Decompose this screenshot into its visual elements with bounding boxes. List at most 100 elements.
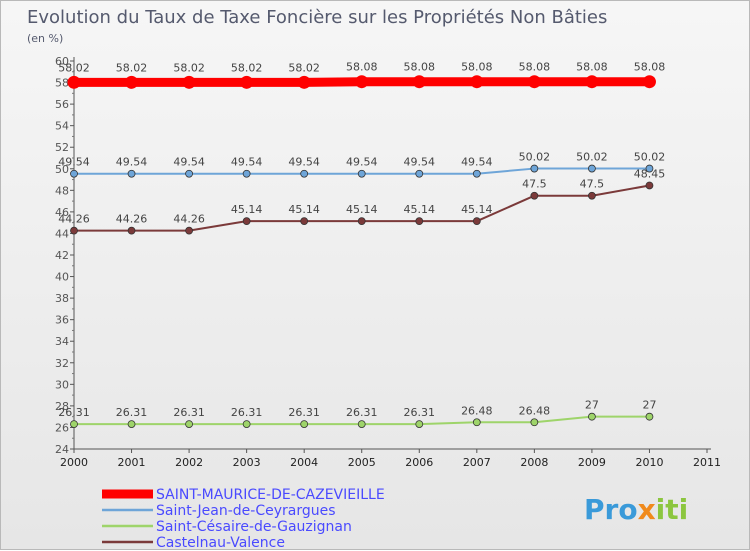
data-point [242,169,251,178]
data-point [415,169,424,178]
data-point [300,420,309,429]
y-tick-label: 58 [55,77,69,90]
data-label: 58.02 [116,61,148,74]
data-point [357,420,366,429]
x-tick-label: 2005 [348,456,376,469]
data-label: 26.48 [461,404,493,417]
data-label: 49.54 [461,156,493,169]
y-tick-label: 40 [55,271,69,284]
data-point [182,75,196,89]
data-label: 47.5 [522,178,547,191]
x-tick-label: 2006 [405,456,433,469]
data-point [530,191,539,200]
data-label: 44.26 [58,213,90,226]
series-layer: 58.02 58.02 58.02 58.02 58.02 58.08 58.08 58.08… [58,61,666,429]
data-point [185,226,193,235]
chart-subtitle: (en %) [27,32,63,45]
data-label: 50.02 [519,151,551,164]
x-tick-label: 2002 [175,456,203,469]
data-point [70,226,78,235]
data-point [127,226,136,235]
data-label: 49.54 [173,156,205,169]
legend: SAINT-MAURICE-DE-CAZEVIEILLESaint-Jean-d… [102,487,385,551]
x-tick-label: 2000 [60,456,88,469]
y-tick-label: 60 [55,55,69,68]
data-point [127,169,136,178]
x-tick-label: 2003 [233,456,261,469]
data-label: 49.54 [231,156,263,169]
legend-label: SAINT-MAURICE-DE-CAZEVIEILLE [156,487,385,503]
data-point [127,420,136,429]
logo-part: Pro [584,493,638,526]
data-label: 27 [642,399,656,412]
data-point [300,169,309,178]
data-label: 26.31 [231,406,263,419]
data-point [645,412,654,421]
y-tick-label: 26 [55,421,69,434]
data-point [588,164,596,173]
data-label: 58.02 [58,61,90,74]
axes: 24 26 28 30 32 34 36 38 40 42 44 46 48 50 52 54 56 58 60 20… [55,55,721,469]
data-label: 45.14 [461,203,493,216]
data-label: 45.14 [288,203,320,216]
data-point [588,412,596,421]
data-label: 49.54 [404,156,436,169]
data-label: 49.54 [58,156,90,169]
legend-label: Saint-Césaire-de-Gauzignan [156,519,352,535]
data-label: 49.54 [116,156,148,169]
data-label: 58.02 [231,61,263,74]
data-point [585,75,599,89]
data-point [242,420,251,429]
data-point [70,169,78,178]
y-tick-label: 28 [55,400,69,413]
data-label: 58.02 [173,61,205,74]
data-label: 49.54 [346,156,378,169]
data-point [185,169,193,178]
y-tick-label: 32 [55,357,69,370]
data-point [645,181,654,190]
x-tick-label: 2011 [693,456,721,469]
data-label: 50.02 [634,151,666,164]
x-tick-label: 2007 [463,456,491,469]
y-tick-label: 50 [55,163,69,176]
y-tick-label: 38 [55,292,69,305]
y-tick-label: 54 [55,120,69,133]
data-point [470,75,484,89]
data-label: 49.54 [288,156,320,169]
data-label: 58.08 [461,61,493,74]
data-point [588,191,596,200]
data-label: 58.08 [576,61,608,74]
data-point [472,169,481,178]
y-tick-label: 46 [55,206,69,219]
logo-part: x [638,493,656,526]
data-point [530,418,539,427]
data-label: 47.5 [580,178,605,191]
data-point [240,75,254,89]
y-tick-label: 52 [55,141,69,154]
data-point [355,75,369,89]
data-label: 58.08 [519,61,551,74]
data-label: 45.14 [346,203,378,216]
data-point [357,217,366,226]
data-label: 58.02 [288,61,320,74]
data-label: 44.26 [116,213,148,226]
y-tick-label: 36 [55,314,69,327]
data-point [472,418,481,427]
data-point [300,217,309,226]
x-tick-label: 2001 [118,456,146,469]
y-tick-label: 42 [55,249,69,262]
legend-label: Saint-Jean-de-Ceyrargues [156,503,336,519]
data-label: 26.31 [346,406,378,419]
data-label: 58.08 [634,61,666,74]
data-point [472,217,481,226]
data-label: 26.31 [288,406,320,419]
data-point [70,420,78,429]
data-label: 45.14 [404,203,436,216]
data-point [530,164,539,173]
data-point [297,75,311,89]
data-label: 27 [585,399,599,412]
x-tick-label: 2009 [578,456,606,469]
x-tick-label: 2004 [290,456,318,469]
